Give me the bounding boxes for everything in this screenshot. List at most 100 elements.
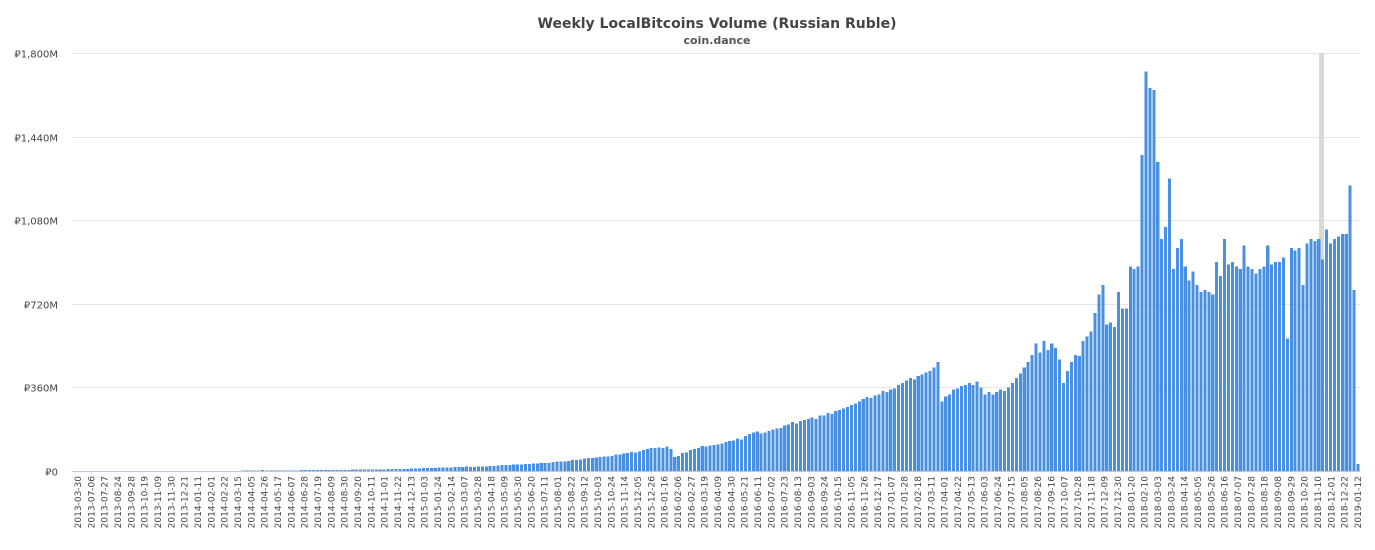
bar[interactable] [382, 469, 386, 471]
bar[interactable] [622, 453, 626, 471]
bar[interactable] [755, 431, 759, 471]
bar[interactable] [897, 385, 901, 471]
bar[interactable] [967, 382, 971, 471]
bar[interactable] [720, 443, 724, 471]
bar[interactable] [630, 451, 634, 471]
bar[interactable] [1191, 271, 1195, 471]
bar[interactable] [524, 464, 528, 471]
bar[interactable] [798, 421, 802, 471]
bar[interactable] [1034, 343, 1038, 471]
bar[interactable] [272, 470, 276, 471]
bar[interactable] [1183, 266, 1187, 471]
bar[interactable] [331, 469, 335, 471]
bar[interactable] [469, 466, 473, 471]
bar[interactable] [991, 394, 995, 471]
bar[interactable] [1195, 285, 1199, 471]
bar[interactable] [1109, 322, 1113, 471]
bar[interactable] [578, 459, 583, 471]
bar[interactable] [728, 440, 732, 471]
bar[interactable] [649, 448, 653, 471]
bar[interactable] [853, 403, 857, 471]
bar[interactable] [716, 444, 720, 471]
bar[interactable] [787, 424, 791, 471]
bar[interactable] [1093, 313, 1097, 471]
bar[interactable] [1030, 354, 1034, 471]
bar[interactable] [653, 447, 657, 471]
bar[interactable] [276, 470, 280, 471]
bar[interactable] [567, 460, 571, 471]
bar[interactable] [563, 461, 567, 471]
bar[interactable] [739, 439, 744, 471]
bar[interactable] [484, 466, 488, 471]
bar[interactable] [1234, 266, 1238, 471]
bar[interactable] [1309, 238, 1313, 471]
bar[interactable] [1073, 354, 1077, 471]
bar[interactable] [535, 463, 539, 471]
bar[interactable] [394, 468, 398, 471]
bar[interactable] [520, 464, 524, 472]
bar[interactable] [1199, 292, 1203, 471]
bar[interactable] [885, 392, 889, 471]
bar[interactable] [751, 432, 755, 471]
bar[interactable] [284, 470, 288, 471]
bar[interactable] [1321, 259, 1325, 471]
bar[interactable] [425, 468, 429, 471]
bar[interactable] [575, 459, 579, 471]
bar[interactable] [555, 461, 559, 471]
bar[interactable] [429, 467, 433, 471]
bar[interactable] [1077, 356, 1081, 471]
bar[interactable] [1281, 257, 1285, 471]
bar[interactable] [602, 456, 606, 471]
bar[interactable] [351, 469, 355, 471]
bar[interactable] [472, 466, 477, 471]
bar[interactable] [1258, 268, 1262, 471]
bar[interactable] [1250, 268, 1254, 471]
bar[interactable] [893, 388, 897, 471]
bar[interactable] [920, 374, 924, 471]
bar[interactable] [767, 431, 771, 471]
bar[interactable] [1215, 262, 1219, 471]
bar[interactable] [606, 456, 610, 471]
bar[interactable] [618, 454, 622, 471]
bar[interactable] [339, 469, 343, 471]
bar[interactable] [1242, 245, 1246, 471]
bar[interactable] [1270, 264, 1274, 471]
bar[interactable] [936, 361, 940, 471]
bar[interactable] [681, 452, 685, 471]
bar[interactable] [480, 466, 484, 471]
bar[interactable] [743, 436, 747, 471]
bar[interactable] [1026, 361, 1030, 471]
bar[interactable] [1101, 285, 1105, 471]
bar[interactable] [260, 470, 264, 471]
bar[interactable] [916, 375, 920, 471]
bar[interactable] [857, 401, 861, 471]
bar[interactable] [661, 447, 665, 471]
bar[interactable] [665, 446, 669, 471]
bar[interactable] [1246, 266, 1250, 471]
bar[interactable] [696, 447, 700, 471]
bar[interactable] [928, 371, 932, 471]
bar[interactable] [877, 394, 881, 471]
bar[interactable] [457, 467, 461, 471]
bar[interactable] [288, 470, 292, 471]
bar[interactable] [783, 425, 787, 471]
bar[interactable] [1148, 87, 1152, 471]
bar[interactable] [838, 410, 842, 471]
bar[interactable] [641, 450, 645, 471]
bar[interactable] [551, 462, 555, 471]
bar[interactable] [692, 448, 696, 471]
bar[interactable] [1164, 227, 1168, 471]
bar[interactable] [449, 467, 453, 471]
bar[interactable] [1313, 241, 1317, 471]
bar[interactable] [327, 470, 331, 471]
bar[interactable] [1097, 294, 1101, 471]
bar[interactable] [736, 438, 740, 471]
bar[interactable] [1065, 371, 1069, 471]
bar[interactable] [1207, 292, 1211, 471]
bar[interactable] [1340, 234, 1344, 471]
bar[interactable] [594, 457, 598, 471]
bar[interactable] [614, 454, 618, 471]
bar[interactable] [708, 445, 712, 471]
bar[interactable] [873, 395, 877, 471]
bar[interactable] [414, 468, 418, 471]
